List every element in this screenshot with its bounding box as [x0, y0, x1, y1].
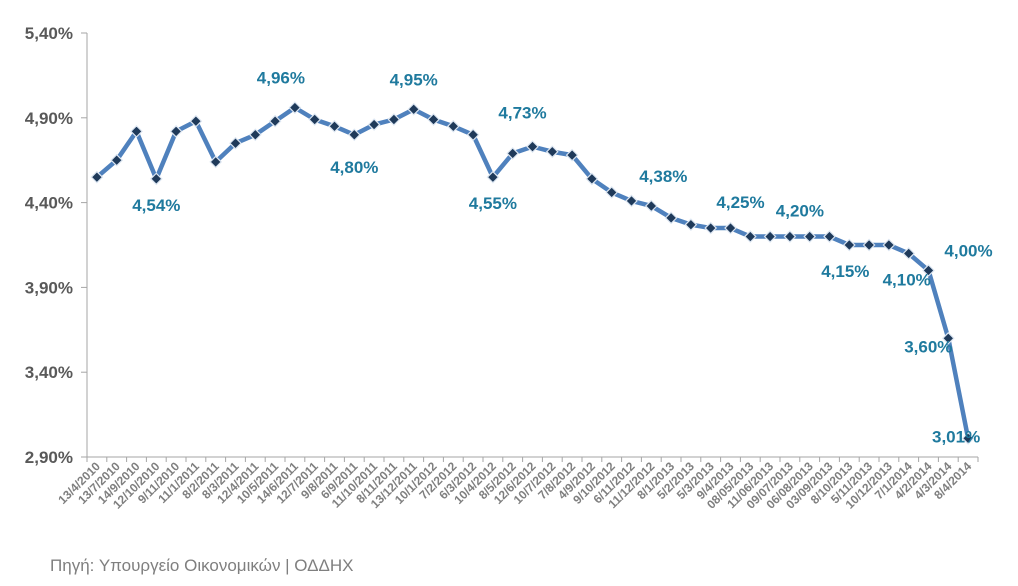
data-label: 3,60% — [904, 337, 952, 356]
data-point — [704, 221, 718, 235]
y-tick-label: 4,40% — [25, 194, 73, 213]
data-label: 4,96% — [257, 69, 305, 88]
data-point — [803, 230, 817, 243]
data-label: 4,15% — [821, 262, 869, 281]
data-point — [922, 264, 935, 277]
data-label: 4,54% — [132, 196, 180, 215]
data-label: 4,73% — [498, 104, 546, 123]
data-point — [526, 140, 539, 153]
data-point — [308, 113, 322, 126]
data-point — [149, 172, 163, 186]
y-tick-label: 5,40% — [25, 24, 73, 43]
data-point — [565, 148, 579, 162]
data-point — [684, 218, 698, 231]
data-point — [427, 113, 440, 126]
data-point — [209, 155, 223, 169]
data-label: 4,55% — [469, 194, 517, 213]
data-label: 4,25% — [716, 193, 764, 212]
data-point — [506, 147, 520, 160]
y-tick-label: 3,40% — [25, 363, 73, 382]
y-tick-label: 2,90% — [25, 448, 73, 467]
data-label: 4,80% — [330, 158, 378, 177]
data-label: 4,38% — [639, 167, 687, 186]
data-point — [882, 238, 896, 252]
data-label: 4,20% — [776, 202, 824, 221]
y-tick-label: 3,90% — [25, 278, 73, 297]
data-point — [407, 102, 421, 116]
data-point — [724, 221, 737, 235]
data-point — [644, 199, 658, 213]
data-point — [941, 331, 955, 345]
data-point — [763, 230, 777, 243]
data-point — [783, 230, 797, 243]
data-point — [169, 125, 183, 138]
data-point — [446, 119, 460, 133]
data-point — [902, 247, 916, 260]
data-point — [605, 186, 619, 199]
data-label: 4,10% — [883, 270, 931, 289]
data-point — [664, 211, 678, 225]
data-label: 4,95% — [390, 70, 438, 89]
data-point — [367, 118, 381, 131]
data-point — [387, 113, 401, 126]
data-point — [585, 172, 599, 186]
data-point — [288, 101, 302, 114]
data-point — [862, 238, 876, 252]
data-point — [466, 128, 480, 142]
data-point — [545, 145, 559, 159]
data-label: 4,00% — [944, 241, 992, 260]
source-note: Πηγή: Υπουργείο Οικονομικών | ΟΔΔΗΧ — [50, 556, 354, 575]
data-point — [110, 153, 124, 167]
data-point — [130, 125, 143, 138]
data-point — [743, 230, 757, 243]
data-point — [328, 119, 341, 133]
data-label: 3,01% — [932, 427, 980, 446]
data-point — [823, 230, 836, 243]
data-point — [961, 431, 975, 445]
data-point — [248, 128, 262, 142]
data-point — [189, 114, 203, 128]
data-point — [90, 170, 104, 184]
data-point — [486, 170, 500, 184]
data-point — [268, 114, 282, 128]
data-point — [347, 128, 361, 142]
y-tick-label: 4,90% — [25, 109, 73, 128]
data-point — [842, 238, 856, 252]
data-point — [625, 194, 638, 208]
data-point — [229, 136, 242, 150]
